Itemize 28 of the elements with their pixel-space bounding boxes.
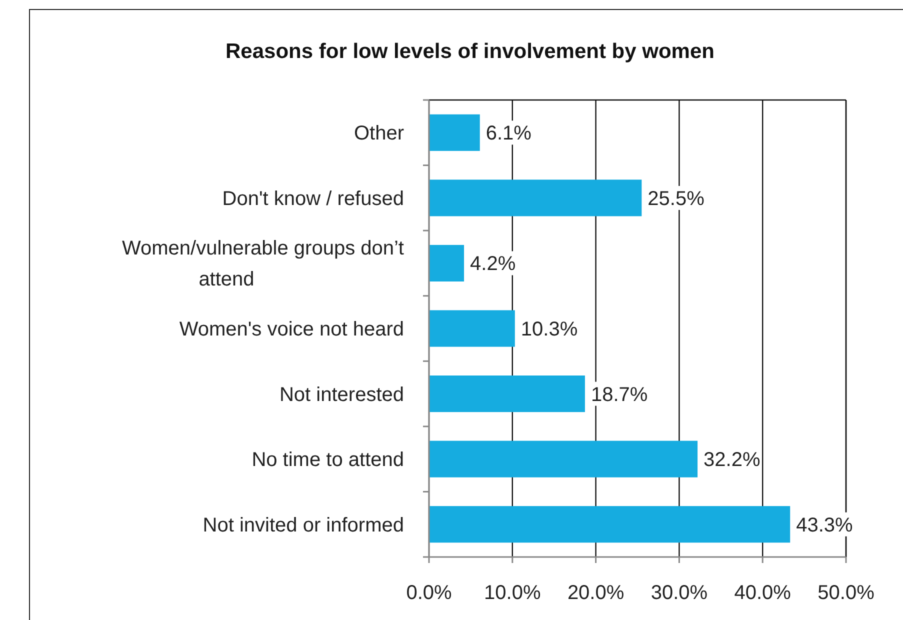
data-label: 6.1% [486, 122, 532, 145]
data-label: 32.2% [704, 449, 760, 472]
y-tick-label: No time to attend [252, 449, 404, 472]
y-tick-label: Not invited or informed [202, 514, 404, 536]
bar [429, 376, 585, 412]
bar [429, 180, 642, 216]
y-tick-label: Women/vulnerable groups don’t attend [122, 238, 404, 291]
x-tick-label: 20.0% [567, 582, 624, 604]
bar [429, 506, 790, 543]
data-label: 43.3% [796, 514, 854, 536]
data-label: 10.3% [520, 318, 578, 340]
bar [429, 244, 464, 282]
y-tick-label: Other [354, 122, 404, 145]
y-tick-label: Not interested [279, 384, 404, 406]
x-tick-label: 10.0% [484, 582, 541, 604]
x-tick-label: 30.0% [650, 582, 708, 604]
y-tick-label: Women's voice not heard [179, 318, 404, 340]
x-tick-label: 0.0% [406, 582, 452, 604]
data-label: 4.2% [470, 253, 516, 276]
x-tick-label: 40.0% [734, 582, 792, 604]
data-label: 18.7% [590, 384, 648, 406]
bar [429, 114, 480, 151]
data-label: 25.5% [648, 188, 705, 210]
x-tick-label: 50.0% [818, 582, 875, 604]
bar [429, 310, 515, 347]
bar [429, 440, 698, 478]
chart-title: Reasons for low levels of involvement by women [226, 40, 714, 63]
y-tick-label: Don't know / refused [222, 188, 404, 210]
